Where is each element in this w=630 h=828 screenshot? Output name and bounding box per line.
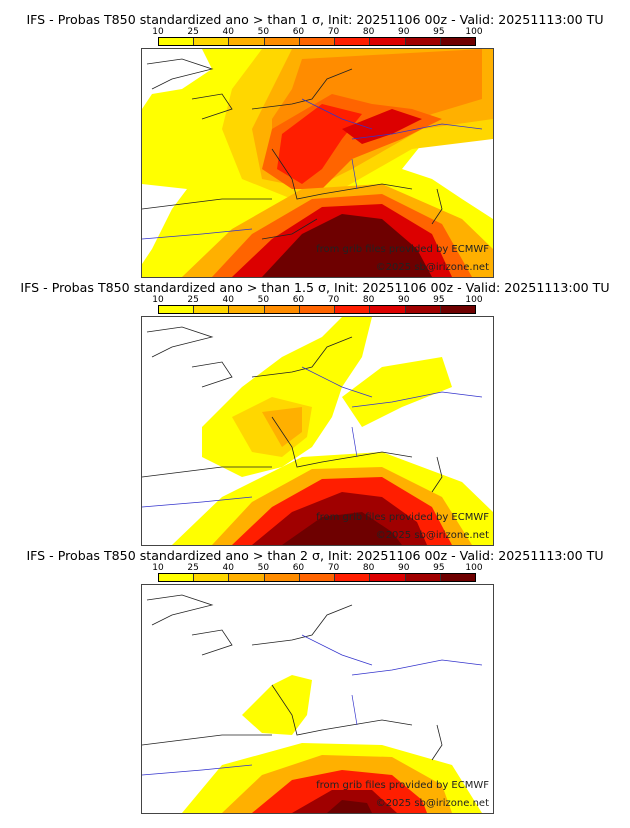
probability-map: from grib files provided by ECMWF ©2025 … (141, 48, 494, 278)
map-2-field (142, 317, 493, 545)
colorbar-tick-label: 10 (152, 563, 164, 573)
colorbar-tick-label: 80 (362, 27, 375, 37)
colorbar-segment (229, 306, 265, 313)
panel-title: IFS - Probas T850 standardized ano > tha… (26, 548, 604, 563)
colorbar-tick-label: 40 (222, 563, 234, 573)
colorbar-tick-label: 70 (327, 295, 340, 305)
colorbar-segment (229, 574, 265, 581)
credit-source: from grib files provided by ECMWF (316, 244, 489, 255)
colorbar-tick-label: 90 (398, 27, 410, 37)
colorbar-tick-label: 25 (187, 27, 199, 37)
colorbar-segment (159, 574, 195, 581)
colorbar (158, 305, 476, 314)
colorbar-segment (264, 574, 300, 581)
colorbar-segment (370, 306, 406, 313)
colorbar-tick-label: 25 (187, 295, 199, 305)
colorbar-tick-label: 60 (292, 27, 305, 37)
colorbar-tick-label: 50 (257, 563, 270, 573)
colorbar-tick-label: 95 (433, 27, 445, 37)
colorbar-segment (440, 306, 475, 313)
colorbar-segment (299, 38, 336, 45)
colorbar-segment (440, 574, 475, 581)
colorbar-segment (405, 306, 441, 313)
colorbar-tick-label: 95 (433, 295, 445, 305)
colorbar-segment (405, 38, 441, 45)
map-3-field (142, 585, 493, 813)
probability-map: from grib files provided by ECMWF ©2025 … (141, 316, 494, 546)
colorbar-segment (299, 574, 336, 581)
colorbar-segment (229, 38, 265, 45)
colorbar-ticks: 10 25 40 50 60 70 80 90 95 100 (152, 563, 482, 573)
colorbar-segment (335, 574, 371, 581)
colorbar-segment (370, 38, 406, 45)
colorbar-segment (159, 306, 195, 313)
colorbar-tick-label: 10 (152, 27, 164, 37)
colorbar-segment (405, 574, 441, 581)
panel-title: IFS - Probas T850 standardized ano > tha… (20, 280, 610, 295)
colorbar-tick-label: 70 (327, 563, 340, 573)
colorbar-segment (194, 574, 230, 581)
colorbar-tick-label: 40 (222, 27, 234, 37)
colorbar-tick-label: 40 (222, 295, 234, 305)
colorbar-segment (159, 38, 195, 45)
colorbar-tick-label: 60 (292, 563, 305, 573)
colorbar-tick-label: 25 (187, 563, 199, 573)
colorbar-tick-label: 60 (292, 295, 305, 305)
colorbar-segment (194, 38, 230, 45)
colorbar-tick-label: 90 (398, 295, 410, 305)
colorbar-tick-label: 10 (152, 295, 164, 305)
credit-copyright: ©2025 sb@irizone.net (375, 262, 489, 273)
credit-source: from grib files provided by ECMWF (316, 512, 489, 523)
colorbar-tick-label: 80 (362, 295, 375, 305)
colorbar (158, 573, 476, 582)
colorbar-segment (440, 38, 475, 45)
colorbar-segment (299, 306, 336, 313)
colorbar-segment (335, 38, 371, 45)
colorbar (158, 37, 476, 46)
colorbar-ticks: 10 25 40 50 60 70 80 90 95 100 (152, 27, 482, 37)
colorbar-segment (264, 306, 300, 313)
probability-map: from grib files provided by ECMWF ©2025 … (141, 584, 494, 814)
colorbar-tick-label: 95 (433, 563, 445, 573)
colorbar-segment (194, 306, 230, 313)
colorbar-tick-label: 70 (327, 27, 340, 37)
colorbar-tick-label: 100 (465, 27, 483, 37)
colorbar-tick-label: 100 (465, 563, 483, 573)
panel-title: IFS - Probas T850 standardized ano > tha… (26, 12, 604, 27)
colorbar-segment (335, 306, 371, 313)
colorbar-tick-label: 90 (398, 563, 410, 573)
colorbar-segment (370, 574, 406, 581)
colorbar-tick-label: 80 (362, 563, 375, 573)
colorbar-segment (264, 38, 300, 45)
colorbar-tick-label: 50 (257, 295, 270, 305)
colorbar-tick-label: 100 (465, 295, 483, 305)
colorbar-ticks: 10 25 40 50 60 70 80 90 95 100 (152, 295, 482, 305)
credit-copyright: ©2025 sb@irizone.net (375, 798, 489, 809)
credit-source: from grib files provided by ECMWF (316, 780, 489, 791)
map-1-field (142, 49, 493, 277)
colorbar-tick-label: 50 (257, 27, 270, 37)
credit-copyright: ©2025 sb@irizone.net (375, 530, 489, 541)
